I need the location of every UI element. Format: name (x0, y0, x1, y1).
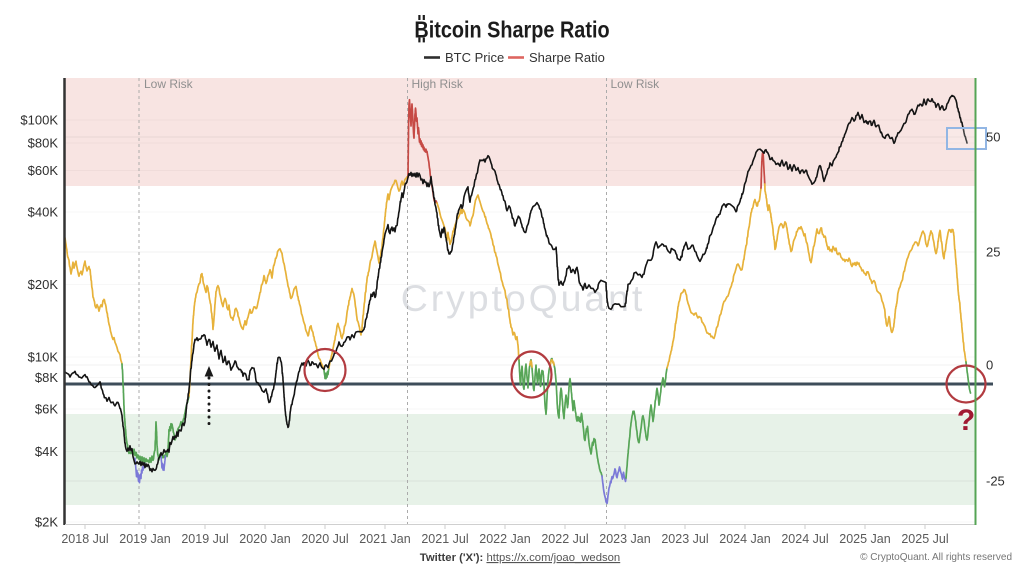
svg-text:2021 Jan: 2021 Jan (359, 532, 410, 546)
svg-text:2019 Jan: 2019 Jan (119, 532, 170, 546)
svg-text:© CryptoQuant. All rights rese: © CryptoQuant. All rights reserved (860, 552, 1012, 563)
svg-text:Low Risk: Low Risk (144, 77, 194, 91)
svg-text:$10K: $10K (28, 350, 59, 365)
svg-text:2023 Jul: 2023 Jul (661, 532, 708, 546)
svg-text:$4K: $4K (35, 444, 58, 459)
svg-text:$40K: $40K (28, 205, 59, 220)
svg-text:2020 Jul: 2020 Jul (301, 532, 348, 546)
svg-text:$8K: $8K (35, 370, 58, 385)
svg-text:0: 0 (986, 358, 993, 373)
svg-text:$6K: $6K (35, 402, 58, 417)
svg-text:2022 Jul: 2022 Jul (541, 532, 588, 546)
svg-text:2019 Jul: 2019 Jul (181, 532, 228, 546)
svg-text:High Risk: High Risk (412, 77, 464, 91)
svg-text:Low Risk: Low Risk (611, 77, 661, 91)
svg-text:2024 Jul: 2024 Jul (781, 532, 828, 546)
svg-text:2025 Jan: 2025 Jan (839, 532, 890, 546)
svg-text:$80K: $80K (28, 136, 59, 151)
svg-text:2023 Jan: 2023 Jan (599, 532, 650, 546)
svg-text:25: 25 (986, 245, 1000, 260)
svg-text:Bitcoin Sharpe Ratio: Bitcoin Sharpe Ratio (414, 16, 609, 43)
svg-text:BTC Price: BTC Price (445, 50, 504, 65)
svg-text:2020 Jan: 2020 Jan (239, 532, 290, 546)
svg-text:-25: -25 (986, 474, 1005, 489)
svg-text:2022 Jan: 2022 Jan (479, 532, 530, 546)
svg-text:2024 Jan: 2024 Jan (719, 532, 770, 546)
svg-text:?: ? (957, 404, 975, 437)
svg-text:2018 Jul: 2018 Jul (61, 532, 108, 546)
svg-text:$20K: $20K (28, 277, 59, 292)
svg-text:$60K: $60K (28, 163, 59, 178)
svg-text:2021 Jul: 2021 Jul (421, 532, 468, 546)
svg-text:$100K: $100K (20, 113, 58, 128)
svg-text:$2K: $2K (35, 515, 58, 530)
svg-text:Sharpe Ratio: Sharpe Ratio (529, 50, 605, 65)
svg-text:2025 Jul: 2025 Jul (901, 532, 948, 546)
svg-text:CryptoQuant: CryptoQuant (401, 277, 646, 319)
svg-text:Twitter ('X'): https://x.com/j: Twitter ('X'): https://x.com/joao_wedson (420, 552, 620, 564)
svg-text:50: 50 (986, 130, 1000, 145)
